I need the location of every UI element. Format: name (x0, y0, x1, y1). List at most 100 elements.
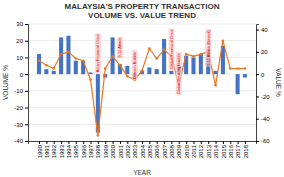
tick-label: -40 (261, 116, 270, 122)
tick-label: 0 (20, 72, 24, 78)
annotation-background (176, 52, 182, 95)
tick: 2011 (191, 141, 197, 158)
tick-mark (105, 141, 106, 144)
tick: 2015 (221, 141, 227, 158)
marker (89, 78, 92, 81)
tick-label: 40 (261, 27, 268, 33)
bar (37, 54, 41, 74)
tick: 2004 (140, 141, 146, 158)
tick: -40 (14, 138, 28, 144)
tick-mark (61, 141, 62, 144)
tick: 1998 (95, 141, 101, 158)
tick-mark (256, 119, 259, 120)
grid-line (28, 107, 256, 108)
annotation-text: Dotcom Bubble (132, 51, 137, 79)
marker (60, 53, 63, 56)
tick: 2017 (235, 141, 241, 158)
line-series (38, 39, 247, 136)
tick-mark (157, 141, 158, 144)
marker (200, 53, 203, 56)
tick-label: 2013 (206, 144, 212, 158)
marker (82, 59, 85, 62)
tick: 1990 (37, 141, 43, 158)
tick: 1994 (66, 141, 72, 158)
tick-label: 1999 (103, 144, 109, 158)
bar (52, 71, 56, 74)
tick-mark (256, 141, 259, 142)
annotation-background (205, 29, 211, 67)
grid-line (28, 90, 256, 91)
y2-axis-label: VALUE % (275, 68, 282, 97)
marker (192, 55, 195, 58)
tick-label: 2004 (140, 144, 146, 158)
tick-mark (245, 141, 246, 144)
axis-line (257, 25, 260, 142)
tick-mark (25, 141, 28, 142)
marker (229, 67, 232, 70)
marker (111, 55, 114, 58)
annotation: Asian Financial Crisis (95, 33, 101, 73)
annotation: Global Housing Bubble (176, 52, 182, 95)
tick-mark (25, 91, 28, 92)
tick-mark (25, 41, 28, 42)
marker (214, 84, 217, 87)
annotation-background (168, 29, 174, 70)
annotation-background (117, 37, 123, 58)
tick-label: 1994 (66, 144, 72, 158)
tick-mark (25, 124, 28, 125)
bar (169, 71, 173, 74)
marker (75, 57, 78, 60)
tick-label: 2017 (235, 144, 241, 158)
tick-mark (193, 141, 194, 144)
tick: -40 (256, 116, 270, 122)
tick-mark (98, 141, 99, 144)
tick-label: 1991 (44, 144, 50, 158)
tick: -60 (256, 138, 270, 144)
tick-mark (256, 74, 259, 75)
annotation-text: Global Housing Bubble (176, 53, 181, 95)
tick: 2018 (243, 141, 249, 158)
tick-mark (25, 74, 28, 75)
marker (236, 67, 239, 70)
tick-mark (216, 141, 217, 144)
bar (243, 74, 247, 77)
tick-label: 2009 (176, 144, 182, 158)
annotations: Asian Financial Crisis 9-11 Attack Dotcom … (95, 29, 211, 95)
tick: 2014 (213, 141, 219, 158)
bar (162, 39, 166, 74)
tick: 2012 (198, 141, 204, 158)
axis-line (29, 142, 257, 145)
marker (104, 67, 107, 70)
tick-label: 1998 (95, 144, 101, 158)
annotation: 9-11 Attack (117, 37, 123, 58)
grid (28, 24, 256, 141)
tick: 1999 (103, 141, 109, 158)
tick: 2016 (228, 141, 234, 158)
chart: 1990199119921993199419951996199719981999… (0, 0, 284, 177)
annotation: 9-11 Attack (Revisit) (205, 29, 211, 67)
marker (148, 47, 151, 50)
tick-label: 30 (16, 21, 23, 27)
marker (67, 51, 70, 54)
tick-label: 2003 (132, 144, 138, 158)
tick: 2000 (110, 141, 116, 158)
tick-mark (46, 141, 47, 144)
tick-mark (256, 52, 259, 53)
tick: -20 (256, 94, 270, 100)
bar (44, 69, 48, 74)
tick-mark (179, 141, 180, 144)
annotation-text: 9-11 Attack (Revisit) (206, 30, 211, 66)
marker (45, 64, 48, 67)
tick-mark (135, 141, 136, 144)
tick: -10 (14, 88, 28, 94)
marker (222, 39, 225, 42)
y2-axis: -60-40-2002040 (256, 25, 270, 145)
tick: -30 (14, 122, 28, 128)
tick-label: 2002 (125, 144, 131, 158)
tick-label: 2016 (228, 144, 234, 158)
tick: 2007 (162, 141, 168, 158)
tick-label: 1992 (51, 144, 57, 158)
marker (155, 57, 158, 60)
tick: 10 (16, 55, 28, 61)
tick: 1993 (59, 141, 65, 158)
